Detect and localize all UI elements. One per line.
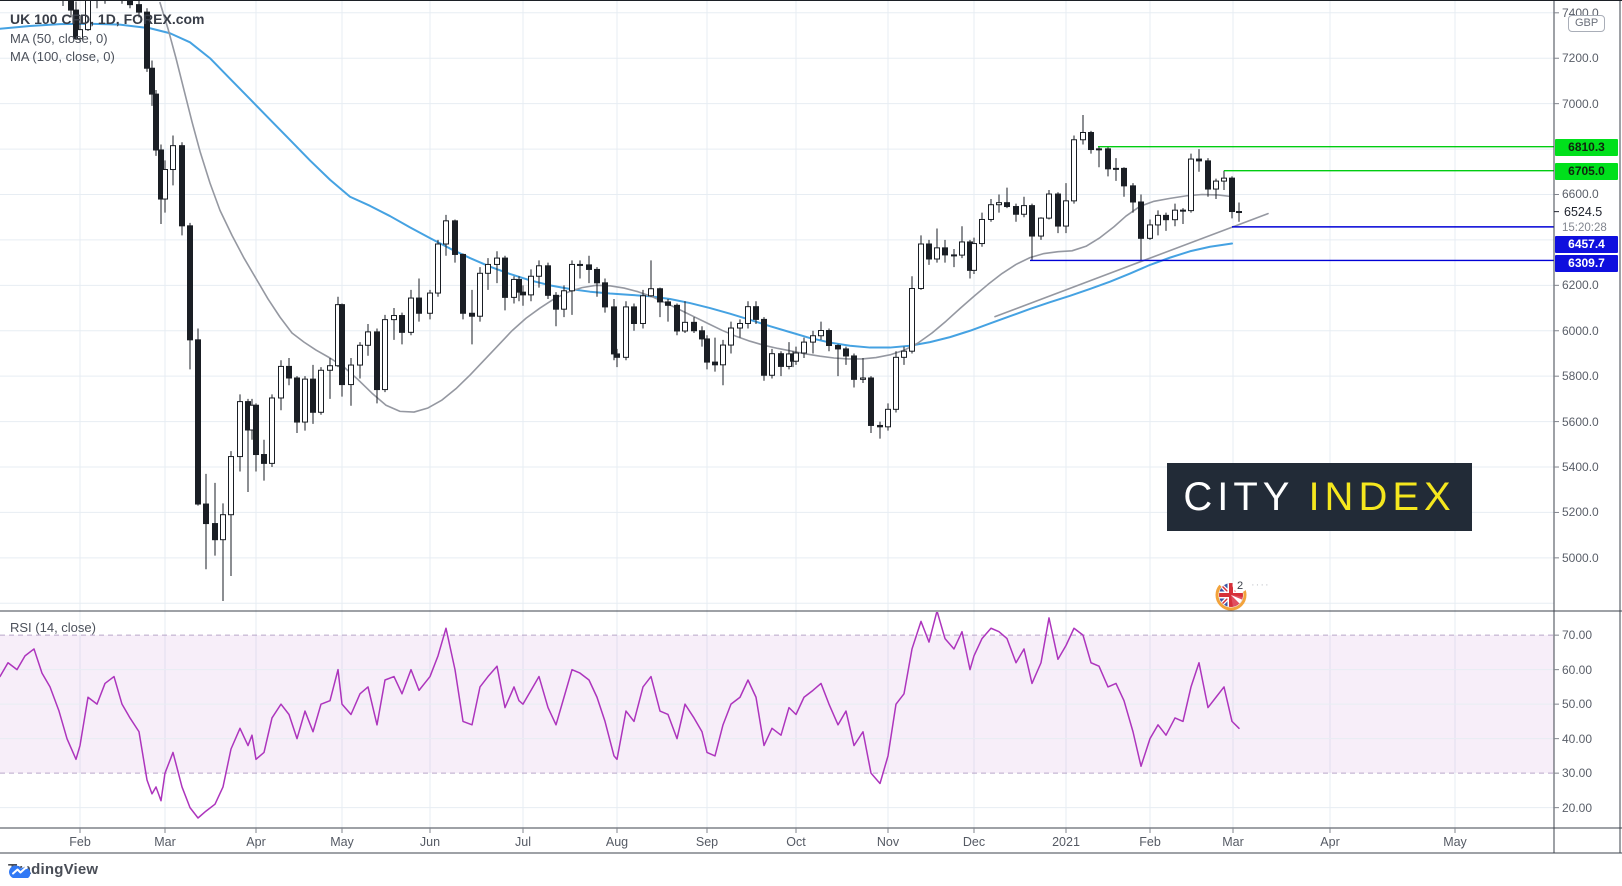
time-axis-label: 2021 (1052, 835, 1080, 849)
price-tick-label: 6200.0 (1562, 278, 1599, 293)
current-time-label: 15:20:28 (1560, 222, 1609, 234)
price-tick-label: 6000.0 (1562, 323, 1599, 338)
symbol-legend: UK 100 CFD, 1D, FOREX.com MA (50, close,… (10, 11, 205, 67)
time-axis-label: Apr (246, 835, 266, 849)
time-axis-label: May (1443, 835, 1467, 849)
time-axis-label: Nov (876, 835, 900, 849)
price-tick-label: 5200.0 (1562, 505, 1599, 520)
time-axis-label: Mar (154, 835, 176, 849)
rsi-tick-label: 70.00 (1562, 628, 1593, 643)
price-level-badge[interactable]: 6309.7 (1555, 254, 1618, 272)
footer-logo[interactable]: TradingView (8, 861, 98, 878)
rsi-tick-label: 40.00 (1562, 731, 1593, 746)
count-bubble (1232, 577, 1248, 593)
symbol-title[interactable]: UK 100 CFD, 1D, FOREX.com (10, 11, 205, 27)
price-tick-label: 7000.0 (1562, 96, 1599, 111)
time-axis-label: Jul (515, 835, 531, 849)
ma50-legend[interactable]: MA (50, close, 0) (10, 31, 108, 46)
current-price-label: 6524.5 (1562, 205, 1605, 219)
badge-ring (1215, 579, 1247, 611)
price-tick-label: 5000.0 (1562, 550, 1599, 565)
price-level-badge[interactable]: 6705.0 (1555, 162, 1618, 180)
time-axis-label: Sep (695, 835, 719, 849)
time-axis-label: Apr (1320, 835, 1340, 849)
rsi-tick-label: 20.00 (1562, 800, 1593, 815)
time-axis-label: Feb (1139, 835, 1161, 849)
rsi-tick-label: 60.00 (1562, 662, 1593, 677)
price-tick-label: 5400.0 (1562, 460, 1599, 475)
rsi-tick-label: 30.00 (1562, 766, 1593, 781)
price-level-badge[interactable]: 6457.4 (1555, 235, 1618, 253)
ma100-legend[interactable]: MA (100, close, 0) (10, 49, 115, 64)
time-axis-label: May (330, 835, 354, 849)
flag-count: 2 (1237, 580, 1243, 592)
city-index-watermark: CITY INDEX (1167, 463, 1472, 531)
tradingview-brand: TradingView (8, 861, 99, 878)
ellipsis-dots: ···· (1251, 579, 1270, 591)
watermark-word-city: CITY (1183, 474, 1295, 519)
time-axis-label: Feb (69, 835, 91, 849)
price-tick-label: 6600.0 (1562, 187, 1599, 202)
time-axis-label: Oct (786, 835, 806, 849)
time-axis-label: Jun (419, 835, 441, 849)
time-axis-label: Dec (962, 835, 986, 849)
watermark-word-index: INDEX (1308, 474, 1456, 519)
price-tick-label: 7200.0 (1562, 51, 1599, 66)
price-tick-label: 5600.0 (1562, 414, 1599, 429)
time-axis-label: Aug (605, 835, 629, 849)
rsi-tick-label: 50.00 (1562, 697, 1593, 712)
tradingview-icon (9, 865, 31, 878)
currency-badge[interactable]: GBP (1568, 15, 1606, 32)
price-tick-label: 5800.0 (1562, 369, 1599, 384)
time-axis-label: Mar (1222, 835, 1244, 849)
uk-flag-pie-badge[interactable]: 2 (1212, 575, 1254, 613)
price-level-badge[interactable]: 6810.3 (1555, 138, 1618, 156)
rsi-legend[interactable]: RSI (14, close) (10, 620, 96, 635)
